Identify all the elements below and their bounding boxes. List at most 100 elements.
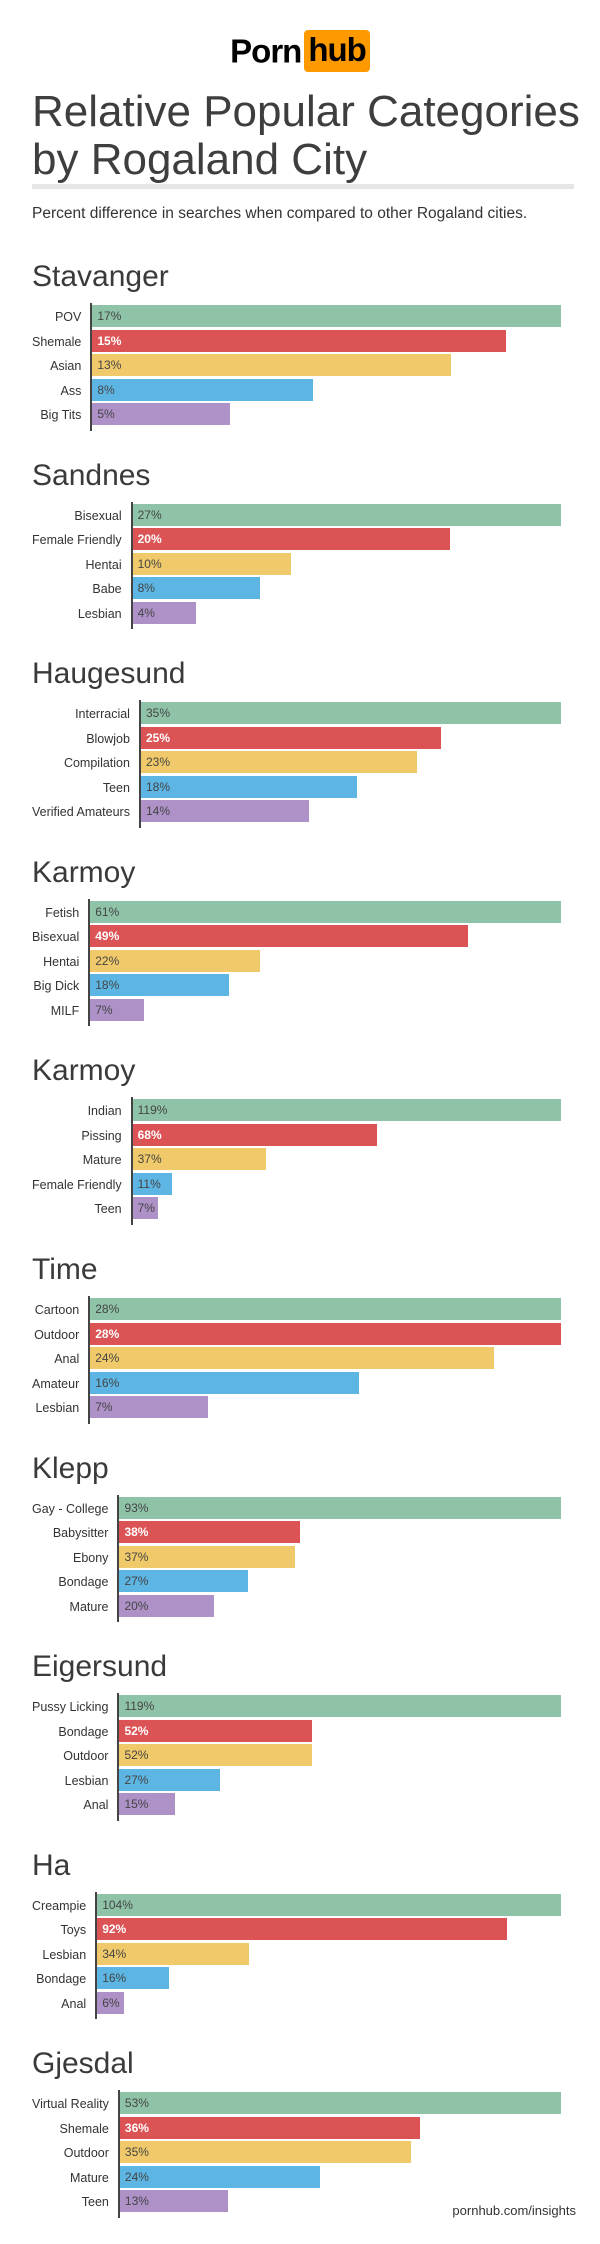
category-label: Babe (92, 582, 122, 597)
bar: 34% (97, 1942, 249, 1965)
divider (32, 184, 574, 189)
category-axis: Indian Pissing Mature Female Friendly Teen (32, 1097, 133, 1225)
bar: 24% (119, 2165, 320, 2188)
chart-title: Klepp (32, 1451, 109, 1485)
category-label: Blowjob (86, 731, 130, 746)
bar: 14% (140, 800, 309, 823)
category-label: Bondage (58, 1575, 109, 1590)
category-label: Outdoor (34, 1327, 80, 1342)
city-chart: Karmoy Fetish Bisexual Hentai Big Dick MILF 61… (32, 857, 562, 1027)
bar: 16% (90, 1371, 360, 1394)
category-label: Lesbian (64, 1773, 109, 1788)
bar-chart: Interracial Blowjob Compilation Teen Verifie… (32, 700, 561, 828)
bar: 36% (119, 2116, 420, 2139)
data-label: 37% (124, 1549, 149, 1564)
category-axis: Interracial Blowjob Compilation Teen Verifie… (32, 700, 141, 828)
category-label: Shemale (59, 2121, 109, 2136)
bar: 49% (90, 925, 469, 948)
city-chart: Gjesdal Virtual Reality Shemale Outdoor Matu… (32, 2049, 562, 2218)
bar: 27% (119, 1768, 220, 1791)
data-label: 104% (102, 1897, 133, 1912)
data-label: 28% (95, 1302, 120, 1316)
bar-chart: Pussy Licking Bondage Outdoor Lesbian Anal 11… (32, 1693, 561, 1821)
category-label: Teen (102, 780, 130, 795)
data-label: 25% (145, 730, 170, 745)
data-label: 11% (137, 1176, 161, 1191)
bar: 27% (119, 1570, 248, 1593)
category-label: Ebony (72, 1550, 109, 1565)
chart-title: Eigersund (32, 1650, 168, 1684)
data-label: 17% (97, 309, 122, 323)
data-label: 5% (97, 407, 115, 421)
category-label: Babysitter (52, 1526, 109, 1541)
data-label: 20% (137, 532, 162, 547)
category-label: Hentai (43, 954, 80, 969)
city-chart: Sandnes Bisexual Female Friendly Hentai Babe… (32, 460, 562, 630)
bar: 22% (90, 949, 261, 972)
bars-area: 27% 20% 10% 8% 4% (132, 502, 561, 630)
bar: 4% (132, 601, 197, 624)
category-label: Shemale (32, 334, 82, 349)
chart-title: Haugesund (32, 657, 186, 691)
bar: 8% (132, 577, 260, 600)
category-label: Interracial (75, 707, 130, 722)
pornhub-logo: Porn hub (0, 30, 600, 73)
bars-area: 61% 49% 22% 18% 7% (90, 899, 561, 1027)
data-label: 93% (124, 1500, 149, 1515)
bar: 35% (119, 2141, 412, 2164)
data-label: 7% (137, 1201, 155, 1216)
category-label: Toys (60, 1923, 87, 1938)
city-chart: Karmoy Indian Pissing Mature Female Friendly… (32, 1054, 562, 1225)
bar: 11% (132, 1172, 173, 1195)
bars-area: 53% 36% 35% 24% 13% (119, 2090, 561, 2218)
data-label: 36% (124, 2120, 149, 2135)
bars-area: 93% 38% 37% 27% 20% (119, 1495, 561, 1623)
footer-source: pornhub.com/insights (452, 2203, 576, 2218)
bar: 35% (140, 702, 561, 725)
bars-area: 104% 92% 34% 16% 6% (97, 1892, 561, 2020)
city-chart: Ha Creampie Toys Lesbian Bondage Anal 104% 92% 3… (32, 1850, 562, 2020)
data-label: 61% (95, 904, 120, 919)
bar-chart: Virtual Reality Shemale Outdoor Mature Teen 5… (32, 2090, 561, 2218)
bar: 18% (90, 974, 230, 997)
subtitle: Percent difference in searches when comp… (32, 205, 528, 222)
category-label: Virtual Reality (32, 2097, 109, 2112)
bar: 27% (132, 503, 561, 526)
bar: 13% (92, 354, 451, 376)
chart-title: Stavanger (32, 260, 169, 293)
category-label: Teen (81, 2195, 109, 2210)
bar: 68% (132, 1123, 378, 1146)
category-label: Amateur (32, 1376, 80, 1391)
bar: 16% (97, 1967, 169, 1990)
bar: 37% (119, 1545, 296, 1568)
data-label: 38% (124, 1525, 149, 1540)
data-label: 14% (145, 804, 170, 819)
category-label: Ass (60, 383, 82, 398)
bar: 23% (140, 751, 417, 774)
bar: 7% (90, 1396, 208, 1418)
category-label: Outdoor (63, 2146, 109, 2161)
category-label: Female Friendly (32, 1177, 122, 1192)
data-label: 18% (145, 779, 170, 794)
category-label: Bondage (58, 1724, 109, 1739)
bar: 7% (90, 998, 145, 1021)
data-label: 7% (95, 1002, 113, 1017)
data-label: 4% (137, 605, 155, 620)
data-label: 34% (102, 1946, 127, 1961)
data-label: 35% (124, 2145, 149, 2160)
category-label: POV (54, 310, 82, 324)
bar: 119% (119, 1695, 561, 1718)
chart-title: Karmoy (32, 1054, 136, 1088)
category-label: Gay - College (32, 1501, 109, 1516)
category-label: Verified Amateurs (32, 805, 130, 820)
bar: 15% (119, 1793, 176, 1816)
category-axis: Bisexual Female Friendly Hentai Babe Lesbian (32, 501, 133, 630)
data-label: 24% (95, 1351, 120, 1365)
category-label: Indian (87, 1104, 122, 1119)
category-axis: Pussy Licking Bondage Outdoor Lesbian Anal (32, 1693, 120, 1821)
bar: 28% (90, 1322, 561, 1345)
bar: 8% (92, 378, 313, 401)
category-label: Big Tits (40, 408, 82, 422)
bar-chart: Fetish Bisexual Hentai Big Dick MILF 61% 49% 22… (32, 898, 561, 1027)
bars-area: 28% 28% 24% 16% 7% (90, 1296, 561, 1424)
